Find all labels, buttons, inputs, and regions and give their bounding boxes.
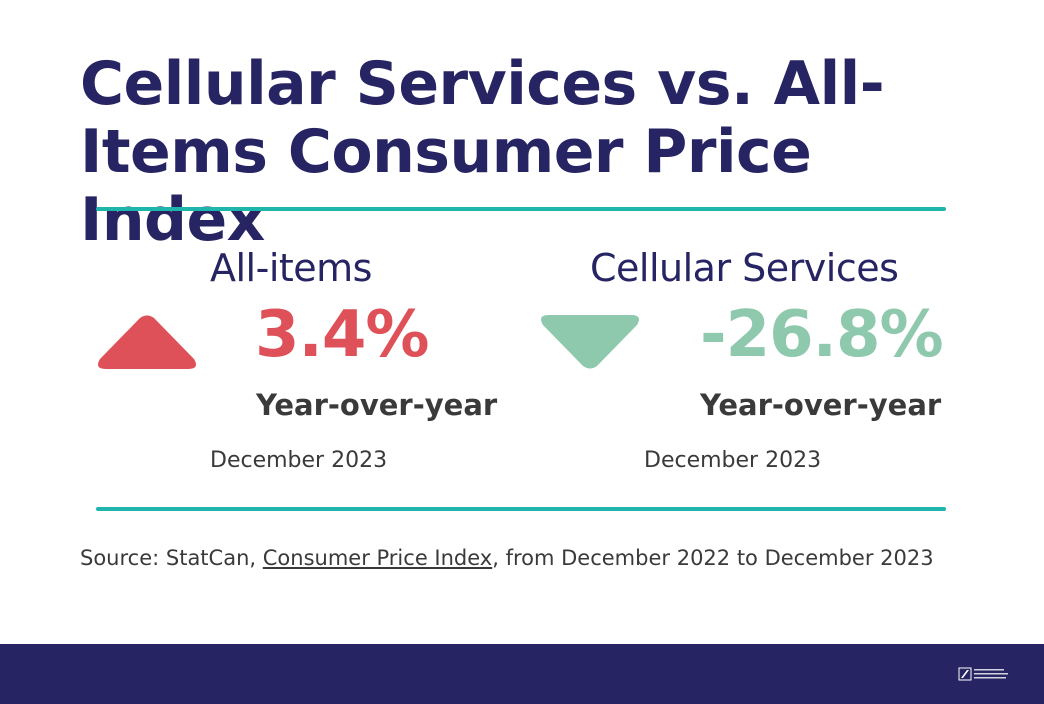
top-divider	[96, 207, 946, 211]
consumer-price-index-link[interactable]: Consumer Price Index	[262, 546, 493, 570]
cellular-services-value: -26.8%	[700, 298, 944, 372]
all-items-date: December 2023	[210, 448, 388, 473]
triangle-up-icon	[98, 315, 196, 369]
all-items-period-label: Year-over-year	[256, 388, 498, 422]
triangle-down-icon	[541, 315, 639, 369]
source-prefix: Source: StatCan,	[80, 546, 263, 570]
cellular-services-period-label: Year-over-year	[700, 388, 942, 422]
source-suffix: , from December 2022 to December 2023	[492, 546, 934, 570]
all-items-value: 3.4%	[255, 298, 429, 372]
footer-bar	[0, 644, 1044, 704]
cellular-services-date: December 2023	[644, 448, 822, 473]
page-title: Cellular Services vs. All-Items Consumer…	[80, 49, 885, 255]
source-note: Source: StatCan, Consumer Price Index, f…	[80, 540, 980, 576]
bottom-divider	[96, 507, 946, 511]
all-items-label: All-items	[210, 246, 372, 290]
cellular-services-label: Cellular Services	[590, 246, 899, 290]
organization-logo-icon	[958, 667, 1008, 681]
